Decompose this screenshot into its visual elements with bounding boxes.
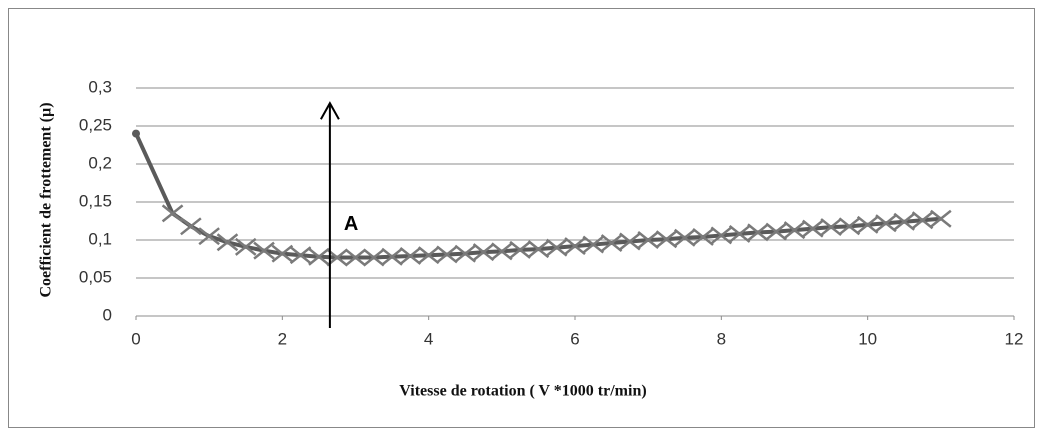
point: [436, 245, 458, 264]
point: [838, 217, 861, 236]
y-tick-label: 0,1: [88, 229, 112, 248]
point: [417, 246, 440, 265]
x-tick-label: 10: [858, 329, 877, 348]
point: [454, 244, 477, 263]
x-tick-label: 4: [424, 329, 433, 348]
point: [132, 129, 140, 138]
point: [289, 246, 312, 265]
point: [527, 240, 550, 259]
y-tick-label: 0,05: [79, 267, 112, 286]
point: [198, 227, 220, 246]
point: [161, 204, 184, 223]
point: [765, 222, 787, 241]
point: [728, 224, 751, 243]
point: [930, 209, 952, 228]
point: [747, 223, 769, 242]
point: [253, 241, 275, 260]
point: [600, 234, 623, 253]
x-tick-label: 2: [278, 329, 287, 348]
y-tick-label: 0: [103, 305, 112, 324]
point: [673, 228, 696, 247]
point: [710, 226, 733, 245]
x-tick-label: 0: [131, 329, 140, 348]
point: [856, 215, 879, 234]
y-tick-label: 0,2: [88, 153, 112, 172]
point: [820, 218, 842, 237]
point: [472, 243, 495, 262]
point: [180, 217, 202, 236]
y-tick-label: 0,15: [79, 191, 112, 210]
point: [271, 244, 294, 263]
point: [234, 237, 257, 256]
point: [381, 247, 403, 266]
point: [399, 246, 422, 265]
x-tick-label: 12: [1005, 329, 1024, 348]
point: [363, 248, 385, 267]
y-tick-label: 0,3: [88, 77, 112, 96]
x-tick-label: 6: [570, 329, 579, 348]
point: [802, 219, 824, 238]
point: [216, 233, 239, 252]
point: [509, 240, 531, 259]
point: [911, 211, 934, 230]
y-axis-label: Coefficient de frottement (µ): [38, 102, 55, 297]
point: [582, 235, 605, 254]
point: [655, 230, 678, 249]
x-axis-label: Vitesse de rotation ( V *1000 tr/min): [399, 383, 646, 400]
point: [893, 212, 916, 231]
point: [783, 221, 806, 240]
point: [308, 247, 330, 266]
point: [875, 214, 897, 233]
y-tick-label: 0,25: [79, 115, 112, 134]
annotation-arrowhead: [320, 101, 340, 120]
point: [491, 242, 513, 261]
point: [344, 248, 367, 267]
point: [619, 232, 641, 251]
x-tick-label: 8: [717, 329, 726, 348]
annotation-label: A: [344, 213, 358, 235]
point: [637, 231, 659, 249]
line: [134, 132, 941, 260]
point: [564, 237, 586, 256]
point: [545, 238, 568, 257]
point: [692, 227, 714, 246]
